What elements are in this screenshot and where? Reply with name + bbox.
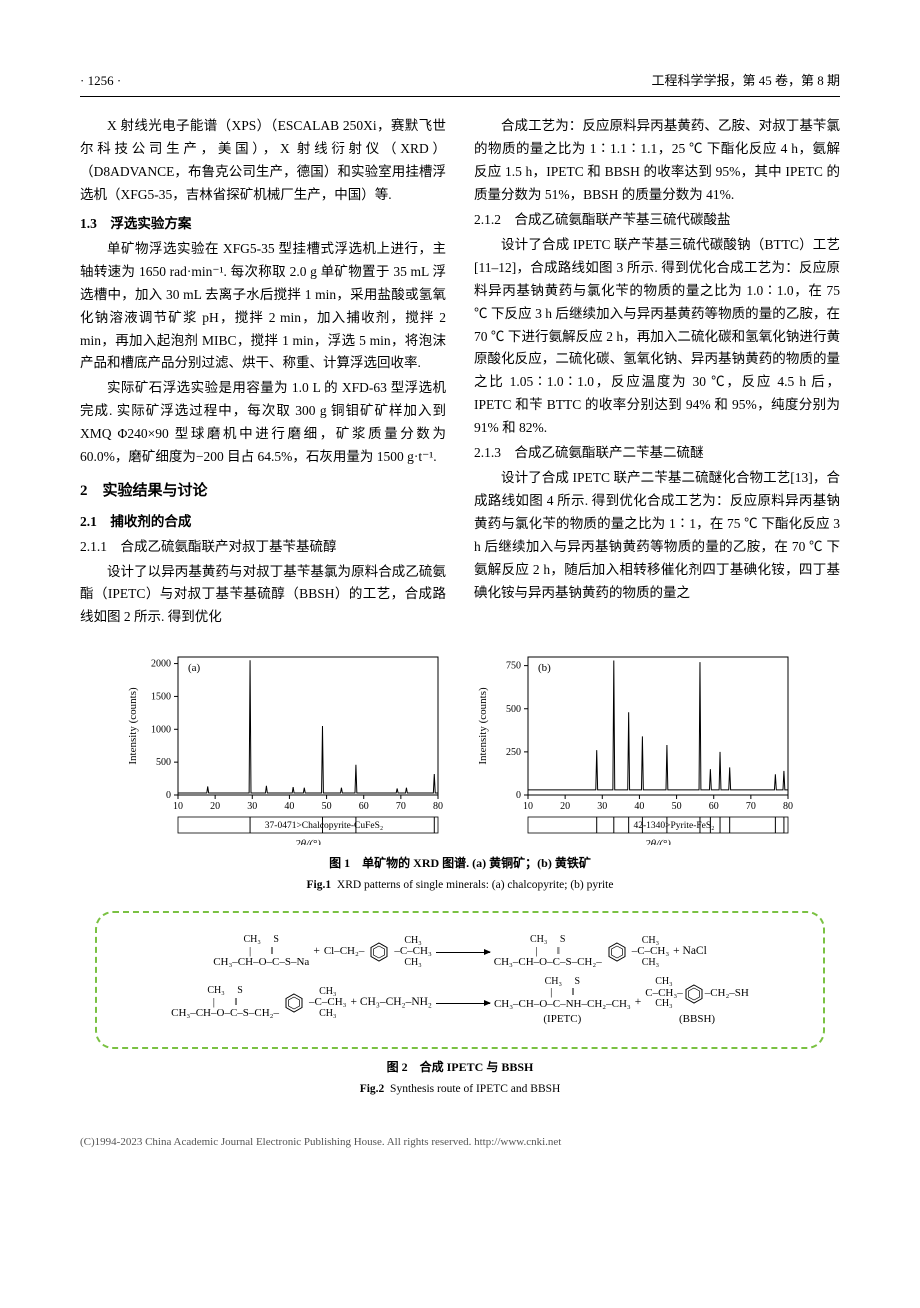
- svg-text:37-0471>Chalcopyrite-CuFeS₂: 37-0471>Chalcopyrite-CuFeS₂: [265, 821, 383, 831]
- svg-text:80: 80: [433, 801, 443, 812]
- heading-2-1-1: 2.1.1 合成乙硫氨酯联产对叔丁基苄基硫醇: [80, 536, 446, 559]
- fig2-caption-en: Fig.2 Synthesis route of IPETC and BBSH: [80, 1080, 840, 1100]
- svg-text:70: 70: [746, 801, 756, 812]
- bbsh-label: (BBSH): [679, 1010, 715, 1029]
- svg-text:60: 60: [359, 801, 369, 812]
- svg-text:50: 50: [672, 801, 682, 812]
- svg-text:(b): (b): [538, 662, 551, 674]
- svg-text:60: 60: [709, 801, 719, 812]
- product-bbsh-tail: –CH₂–SH: [705, 988, 749, 1000]
- svg-text:50: 50: [322, 801, 332, 812]
- fig1-caption-en: Fig.1 XRD patterns of single minerals: (…: [80, 876, 840, 896]
- figure-1-row: 0500100015002000102030405060708037-0471>…: [80, 645, 840, 845]
- plus-sign: +: [635, 993, 642, 1013]
- page-header: · 1256 · 工程科学学报，第 45 卷，第 8 期: [80, 70, 840, 97]
- para-dibenzyl: 设计了合成 IPETC 联产二苄基二硫醚化合物工艺[13]，合成路线如图 4 所…: [474, 467, 840, 605]
- fig2-caption-cn: 图 2 合成 IPETC 与 BBSH: [80, 1057, 840, 1077]
- svg-text:2θ/(°): 2θ/(°): [645, 838, 671, 845]
- svg-text:1000: 1000: [151, 725, 171, 736]
- ethylamine: + CH₃–CH₂–NH₂: [350, 993, 431, 1013]
- page-number-left: · 1256 ·: [80, 70, 121, 92]
- heading-1-3: 1.3 浮选实验方案: [80, 213, 446, 236]
- ipetc-label: (IPETC): [543, 1010, 581, 1029]
- xrd-chart-b: 0 250 500 750 10 20 30 40 50 60 70 80 42-1340>Pyrite…: [470, 645, 800, 845]
- para-flotation-single: 单矿物浮选实验在 XFG5-35 型挂槽式浮选机上进行，主轴转速为 1650 r…: [80, 238, 446, 376]
- product-ester: CH₃ S | ‖ CH₃–CH–O–C–S–CH₂–: [494, 935, 602, 969]
- para-bttc: 设计了合成 IPETC 联产苄基三硫代碳酸钠（BTTC）工艺[11–12]，合成…: [474, 234, 840, 440]
- scheme-box: CH₃ S | ‖ CH₃–CH–O–C–S–Na + Cl–CH₂– CH₃ …: [95, 911, 825, 1049]
- svg-text:750: 750: [506, 661, 521, 672]
- svg-text:0: 0: [516, 790, 521, 801]
- tbutyl-group: CH₃ –C–CH₃ CH₃: [309, 987, 346, 1020]
- body-columns: X 射线光电子能谱（XPS）（ESCALAB 250Xi，赛默飞世尔科技公司生产…: [80, 115, 840, 631]
- tbutyl-group: CH₃ C–CH₃– CH₃: [645, 977, 682, 1010]
- xrd-chart-a: 0 500 1000 1500 2000 10 20 30 40 50 60 70 80 37-0471>…: [120, 645, 450, 845]
- reactant-ester: CH₃ S | ‖ CH₃–CH–O–C–S–CH₂–: [171, 986, 279, 1020]
- para-instruments: X 射线光电子能谱（XPS）（ESCALAB 250Xi，赛默飞世尔科技公司生产…: [80, 115, 446, 207]
- footer-copyright: (C)1994-2023 China Academic Journal Elec…: [80, 1133, 840, 1152]
- plus-sign: +: [313, 942, 320, 962]
- heading-2-1-2: 2.1.2 合成乙硫氨酯联产苄基三硫代碳酸盐: [474, 209, 840, 232]
- reactant-xanthate: CH₃ S | ‖ CH₃–CH–O–C–S–Na: [213, 935, 309, 969]
- product-ipetc: CH₃ S | ‖ CH₃–CH–O–C–NH–CH₂–CH₃: [494, 977, 631, 1011]
- fig1-caption-cn: 图 1 单矿物的 XRD 图谱. (a) 黄铜矿；(b) 黄铁矿: [80, 853, 840, 873]
- chart-a-container: 0 500 1000 1500 2000 10 20 30 40 50 60 70 80 37-0471>…: [120, 645, 450, 845]
- heading-2-1: 2.1 捕收剂的合成: [80, 511, 446, 534]
- para-flotation-ore: 实际矿石浮选实验是用容量为 1.0 L 的 XFD-63 型浮选机完成. 实际矿…: [80, 377, 446, 469]
- tbutyl-group: CH₃ –C–CH₃ CH₃: [632, 936, 669, 969]
- svg-text:80: 80: [783, 801, 793, 812]
- svg-text:42-1340>Pyrite-FeS₂: 42-1340>Pyrite-FeS₂: [634, 821, 715, 831]
- svg-text:40: 40: [284, 801, 294, 812]
- heading-2: 2 实验结果与讨论: [80, 479, 446, 505]
- svg-text:500: 500: [506, 704, 521, 715]
- svg-text:2θ/(°): 2θ/(°): [295, 838, 321, 845]
- svg-text:20: 20: [210, 801, 220, 812]
- chart-b-container: 0 250 500 750 10 20 30 40 50 60 70 80 42-1340>Pyrite…: [470, 645, 800, 845]
- benzene-icon: [683, 983, 705, 1005]
- svg-text:1500: 1500: [151, 692, 171, 703]
- arrow-icon: [436, 952, 490, 953]
- svg-text:10: 10: [523, 801, 533, 812]
- svg-text:2000: 2000: [151, 659, 171, 670]
- benzene-icon: [283, 992, 305, 1014]
- right-column: 合成工艺为：反应原料异丙基黄药、乙胺、对叔丁基苄氯的物质的量之比为 1∶1.1∶…: [474, 115, 840, 631]
- svg-text:70: 70: [396, 801, 406, 812]
- svg-text:30: 30: [247, 801, 257, 812]
- svg-text:10: 10: [173, 801, 183, 812]
- heading-2-1-3: 2.1.3 合成乙硫氨酯联产二苄基二硫醚: [474, 442, 840, 465]
- svg-text:Intensity (counts): Intensity (counts): [477, 687, 489, 765]
- product-nacl: + NaCl: [673, 942, 707, 962]
- svg-text:250: 250: [506, 747, 521, 758]
- scheme-line-2: CH₃ S | ‖ CH₃–CH–O–C–S–CH₂– CH₃ –C–CH₃ C…: [109, 977, 811, 1029]
- scheme-line-1: CH₃ S | ‖ CH₃–CH–O–C–S–Na + Cl–CH₂– CH₃ …: [109, 935, 811, 969]
- tbutyl-group: CH₃ –C–CH₃ CH₃: [394, 936, 431, 969]
- left-column: X 射线光电子能谱（XPS）（ESCALAB 250Xi，赛默飞世尔科技公司生产…: [80, 115, 446, 631]
- svg-text:Intensity (counts): Intensity (counts): [127, 687, 139, 765]
- benzene-icon: [368, 941, 390, 963]
- svg-text:40: 40: [634, 801, 644, 812]
- journal-title-right: 工程科学学报，第 45 卷，第 8 期: [651, 70, 840, 92]
- para-opt-bbsh: 合成工艺为：反应原料异丙基黄药、乙胺、对叔丁基苄氯的物质的量之比为 1∶1.1∶…: [474, 115, 840, 207]
- svg-text:(a): (a): [188, 662, 201, 674]
- svg-text:30: 30: [597, 801, 607, 812]
- reactant-benzyl-chloride: Cl–CH₂–: [324, 946, 365, 958]
- svg-text:0: 0: [166, 790, 171, 801]
- svg-text:500: 500: [156, 757, 171, 768]
- benzene-icon: [606, 941, 628, 963]
- arrow-icon: [436, 1003, 490, 1004]
- para-synth-bbsh: 设计了以异丙基黄药与对叔丁基苄基氯为原料合成乙硫氨酯（IPETC）与对叔丁基苄基…: [80, 561, 446, 630]
- svg-text:20: 20: [560, 801, 570, 812]
